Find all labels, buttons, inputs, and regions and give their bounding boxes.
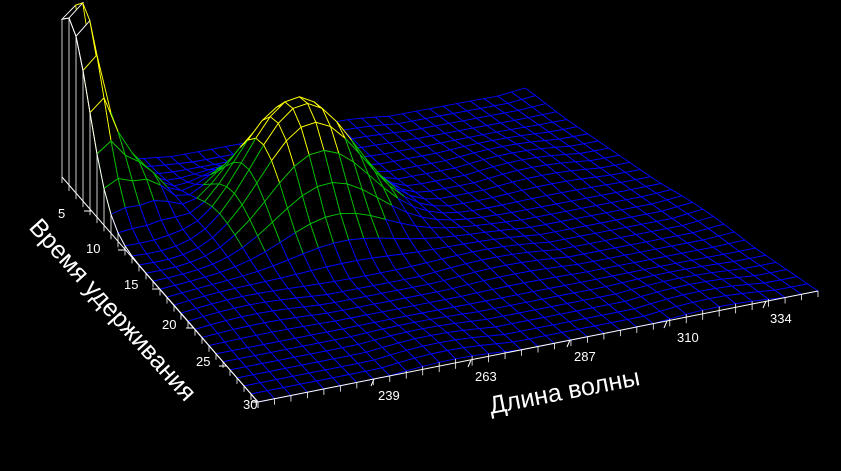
x-tick-label: 239 (378, 388, 400, 403)
x-tick-mark (370, 378, 375, 387)
x-tick-mark (566, 339, 571, 348)
x-tick-label: 334 (770, 311, 792, 326)
x-axis-line (257, 290, 819, 403)
x-axis-title: Длина волны (487, 363, 642, 420)
x-tick-marks (370, 300, 767, 387)
y-tick-label: 20 (162, 317, 176, 332)
y-tick-marks (84, 210, 258, 403)
x-tick-label: 263 (475, 369, 497, 384)
y-axis-line (61, 176, 259, 403)
axes (61, 176, 819, 403)
y-tick-label: 5 (58, 206, 65, 221)
y-tick-label: 30 (243, 397, 257, 412)
x-tick-mark (663, 320, 668, 329)
x-tick-mark (467, 359, 472, 368)
x-tick-labels: 239 263 287 310 334 (378, 311, 792, 403)
x-tick-mark (762, 300, 767, 309)
surface-mesh (60, 1, 820, 408)
y-tick-label: 15 (124, 277, 138, 292)
x-tick-label: 287 (574, 349, 596, 364)
x-tick-label: 310 (677, 330, 699, 345)
y-tick-label: 25 (196, 354, 210, 369)
y-tick-label: 10 (86, 241, 100, 256)
y-tick-labels: 5 10 15 20 25 30 (58, 206, 257, 412)
